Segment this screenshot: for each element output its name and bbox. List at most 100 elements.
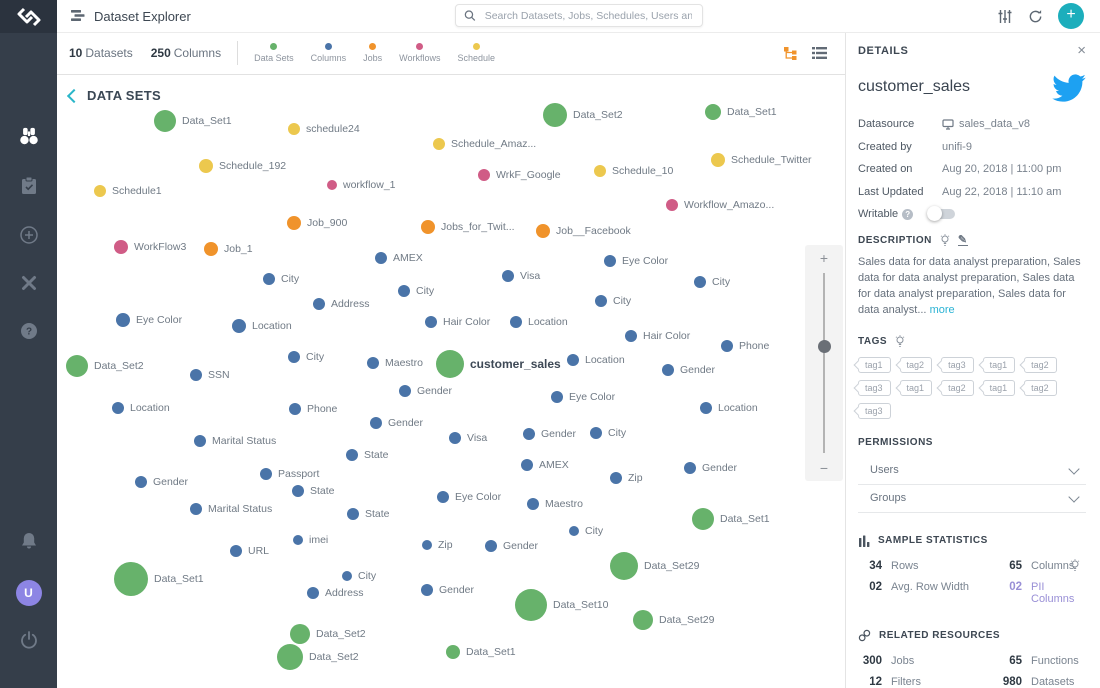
node-dot[interactable]: [327, 180, 337, 190]
zoom-in-button[interactable]: +: [819, 250, 829, 266]
node-dot[interactable]: [595, 295, 607, 307]
node-dot[interactable]: [604, 255, 616, 267]
node-dot[interactable]: [543, 103, 567, 127]
node-dot[interactable]: [437, 491, 449, 503]
zoom-out-button[interactable]: −: [819, 460, 829, 476]
node-dot[interactable]: [232, 319, 246, 333]
node-dot[interactable]: [190, 503, 202, 515]
notifications-nav-item[interactable]: [0, 531, 57, 551]
node-dot[interactable]: [594, 165, 606, 177]
node-dot[interactable]: [569, 526, 579, 536]
node-dot[interactable]: [375, 252, 387, 264]
node-dot[interactable]: [711, 153, 725, 167]
node-dot[interactable]: [114, 562, 148, 596]
node-dot[interactable]: [347, 508, 359, 520]
logout-nav-item[interactable]: [0, 630, 57, 650]
node-dot[interactable]: [478, 169, 490, 181]
zoom-slider-handle[interactable]: [817, 339, 831, 353]
node-dot[interactable]: [485, 540, 497, 552]
node-dot[interactable]: [370, 417, 382, 429]
node-dot[interactable]: [204, 242, 218, 256]
tune-icon[interactable]: [997, 9, 1013, 24]
node-dot[interactable]: [277, 644, 303, 670]
node-dot[interactable]: [346, 449, 358, 461]
node-dot[interactable]: [436, 350, 464, 378]
node-dot[interactable]: [692, 508, 714, 530]
permissions-row[interactable]: Users: [858, 457, 1086, 485]
node-dot[interactable]: [313, 298, 325, 310]
node-dot[interactable]: [446, 645, 460, 659]
node-dot[interactable]: [551, 391, 563, 403]
node-dot[interactable]: [263, 273, 275, 285]
node-dot[interactable]: [633, 610, 653, 630]
node-dot[interactable]: [705, 104, 721, 120]
node-dot[interactable]: [433, 138, 445, 150]
node-dot[interactable]: [510, 316, 522, 328]
node-dot[interactable]: [94, 185, 106, 197]
node-dot[interactable]: [398, 285, 410, 297]
node-dot[interactable]: [190, 369, 202, 381]
node-dot[interactable]: [422, 540, 432, 550]
node-dot[interactable]: [116, 313, 130, 327]
help-nav-item[interactable]: ?: [0, 321, 57, 341]
node-dot[interactable]: [399, 385, 411, 397]
node-dot[interactable]: [135, 476, 147, 488]
back-button[interactable]: DATA SETS: [66, 88, 161, 103]
node-dot[interactable]: [199, 159, 213, 173]
node-dot[interactable]: [666, 199, 678, 211]
zoom-slider[interactable]: [805, 273, 843, 453]
node-dot[interactable]: [567, 354, 579, 366]
create-nav-item[interactable]: [0, 225, 57, 245]
graph-view-icon[interactable]: [783, 46, 798, 60]
node-dot[interactable]: [292, 485, 304, 497]
node-dot[interactable]: [721, 340, 733, 352]
edit-icon[interactable]: ✎: [957, 234, 968, 246]
tools-nav-item[interactable]: [0, 273, 57, 293]
help-icon[interactable]: ?: [902, 208, 914, 220]
node-dot[interactable]: [625, 330, 637, 342]
node-dot[interactable]: [290, 624, 310, 644]
node-dot[interactable]: [367, 357, 379, 369]
node-dot[interactable]: [194, 435, 206, 447]
node-dot[interactable]: [289, 403, 301, 415]
node-dot[interactable]: [114, 240, 128, 254]
node-dot[interactable]: [694, 276, 706, 288]
node-dot[interactable]: [66, 355, 88, 377]
node-dot[interactable]: [421, 220, 435, 234]
close-icon[interactable]: ×: [1077, 42, 1086, 59]
tasks-nav-item[interactable]: [0, 176, 57, 196]
node-dot[interactable]: [684, 462, 696, 474]
app-logo[interactable]: [0, 0, 57, 33]
node-dot[interactable]: [590, 427, 602, 439]
add-button[interactable]: +: [1058, 3, 1084, 29]
list-view-icon[interactable]: [812, 47, 827, 59]
node-dot[interactable]: [610, 472, 622, 484]
explore-nav-item[interactable]: [0, 126, 57, 146]
writable-toggle[interactable]: [927, 206, 956, 221]
node-dot[interactable]: [515, 589, 547, 621]
search-input[interactable]: [482, 8, 694, 23]
node-dot[interactable]: [260, 468, 272, 480]
node-dot[interactable]: [293, 535, 303, 545]
node-dot[interactable]: [154, 110, 176, 132]
node-dot[interactable]: [610, 552, 638, 580]
more-link[interactable]: more: [929, 303, 955, 316]
refresh-icon[interactable]: [1028, 9, 1043, 24]
node-dot[interactable]: [700, 402, 712, 414]
node-dot[interactable]: [288, 123, 300, 135]
node-dot[interactable]: [288, 351, 300, 363]
node-dot[interactable]: [421, 584, 433, 596]
node-dot[interactable]: [307, 587, 319, 599]
node-dot[interactable]: [112, 402, 124, 414]
node-dot[interactable]: [502, 270, 514, 282]
node-dot[interactable]: [287, 216, 301, 230]
node-dot[interactable]: [523, 428, 535, 440]
node-dot[interactable]: [527, 498, 539, 510]
node-dot[interactable]: [425, 316, 437, 328]
node-dot[interactable]: [662, 364, 674, 376]
node-dot[interactable]: [230, 545, 242, 557]
permissions-row[interactable]: Groups: [858, 485, 1086, 513]
node-dot[interactable]: [521, 459, 533, 471]
node-dot[interactable]: [536, 224, 550, 238]
search-box[interactable]: [455, 4, 703, 27]
